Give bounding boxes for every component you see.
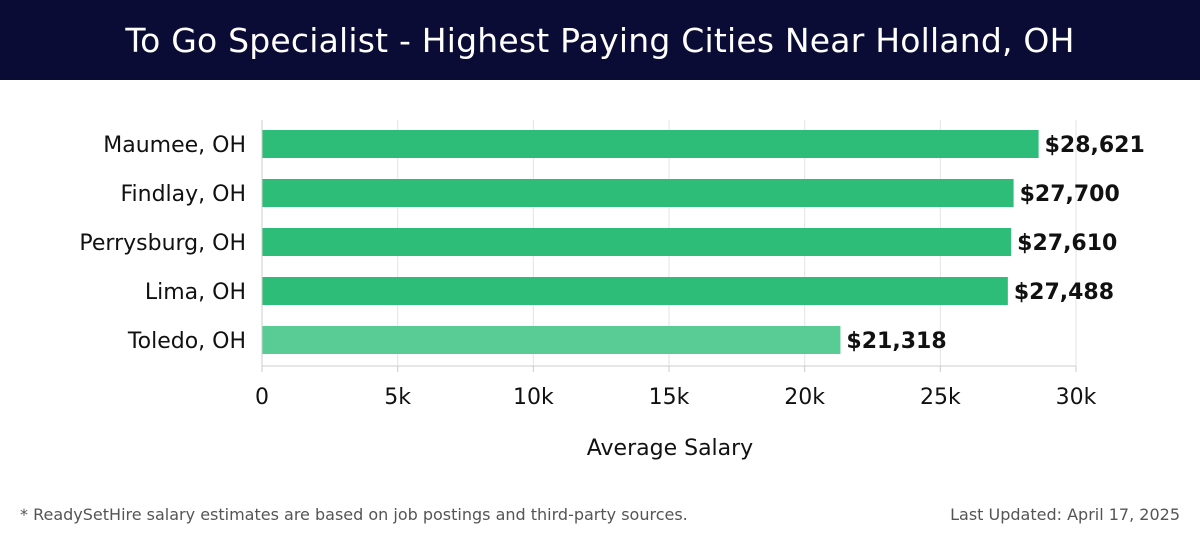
value-label: $27,700 (1020, 182, 1120, 207)
category-label: Maumee, OH (103, 133, 246, 158)
x-tick-label: 5k (384, 385, 411, 410)
header-bar: To Go Specialist - Highest Paying Cities… (0, 0, 1200, 80)
x-axis-label: Average Salary (587, 436, 753, 461)
value-label: $21,318 (846, 329, 946, 354)
bar[interactable] (262, 228, 1012, 256)
category-label: Toledo, OH (127, 329, 246, 354)
bar[interactable] (262, 179, 1014, 207)
x-tick-label: 10k (513, 385, 554, 410)
category-label: Perrysburg, OH (79, 231, 246, 256)
bar[interactable] (262, 130, 1039, 158)
last-updated: Last Updated: April 17, 2025 (950, 505, 1180, 524)
x-tick-label: 25k (920, 385, 961, 410)
value-label: $27,610 (1017, 231, 1117, 256)
x-tick-label: 15k (649, 385, 690, 410)
x-tick-label: 0 (255, 385, 269, 410)
bar[interactable] (262, 277, 1008, 305)
footnote-disclaimer: * ReadySetHire salary estimates are base… (20, 505, 688, 524)
category-label: Lima, OH (145, 280, 246, 305)
x-tick-label: 30k (1056, 385, 1097, 410)
x-tick-label: 20k (784, 385, 825, 410)
bar-chart: Maumee, OH $28,621 Findlay, OH $27,700 Perry… (79, 120, 1145, 461)
category-label: Findlay, OH (120, 182, 246, 207)
value-label: $27,488 (1014, 280, 1114, 305)
value-label: $28,621 (1045, 133, 1145, 158)
bar[interactable] (262, 326, 841, 354)
chart-title: To Go Specialist - Highest Paying Cities… (125, 20, 1075, 60)
